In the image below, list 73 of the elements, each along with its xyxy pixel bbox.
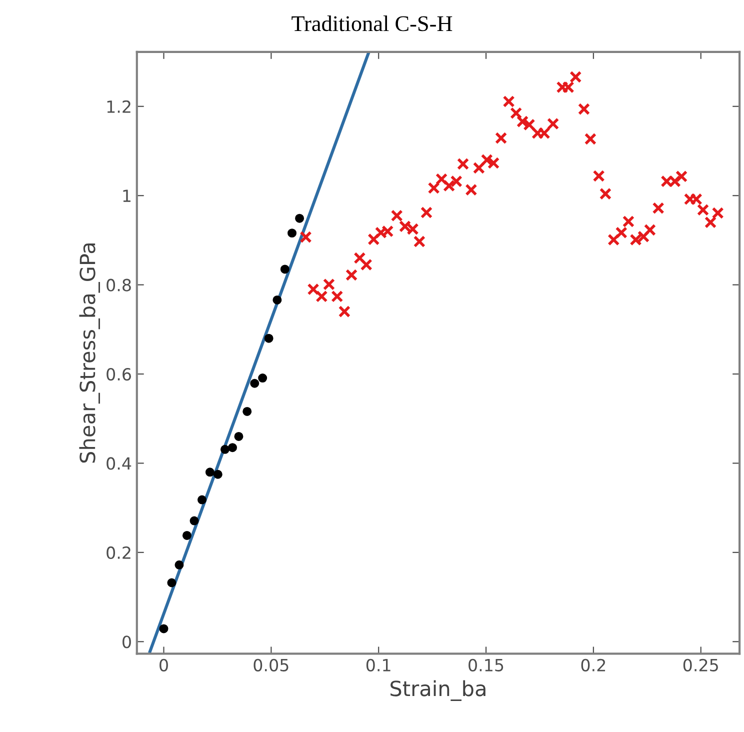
point [450,175,462,188]
point [345,268,358,282]
point [608,234,620,246]
chart-title: Traditional C-S-H [292,16,452,32]
point [443,180,456,192]
point [360,258,372,271]
point [578,103,590,116]
point [622,215,635,228]
point [570,70,582,83]
x-tick-label: 0.25 [683,658,718,672]
x-axis-title: Strain_ba [390,680,486,701]
point [428,182,440,194]
point [242,406,252,416]
point [272,295,282,304]
point [413,235,426,248]
point [316,290,328,302]
point [174,560,184,570]
point [205,468,214,477]
point [704,216,717,228]
point [307,283,320,296]
point [456,158,470,170]
point [615,226,628,239]
point [675,170,688,182]
point [599,188,612,200]
point [584,132,596,145]
point [712,206,724,220]
point [167,578,176,588]
y-tick-label: 0.2 [106,546,130,559]
point [472,162,485,174]
point [159,624,168,634]
point [354,252,366,264]
point [234,432,244,441]
point [368,233,380,246]
point [420,206,433,219]
x-tick-label: 0.05 [254,658,288,672]
point [250,378,260,388]
point [644,224,656,236]
point [510,107,522,120]
point [300,231,312,244]
y-tick-label: 0 [122,636,131,648]
point [280,264,290,274]
point [390,210,403,222]
y-axis-title: Shear_Stress_ba_GPa [79,244,100,463]
point [213,470,222,479]
point [652,202,664,214]
point [465,184,478,196]
x-tick-label: 0.1 [366,658,390,672]
point [547,118,560,130]
point [696,204,710,216]
point [338,306,350,318]
x-tick-label: 0.15 [468,658,504,672]
point [264,334,274,343]
point [592,170,605,182]
y-tick-label: 0.4 [106,457,132,470]
point [331,290,344,302]
x-tick-label: 0.2 [581,658,606,672]
y-tick-label: 1 [123,190,130,202]
y-tick-label: 0.6 [106,368,131,381]
point [295,214,304,223]
point [502,95,515,108]
point [197,495,206,504]
point [190,516,199,526]
point [258,374,268,383]
point [182,530,192,540]
point [435,173,448,186]
point [288,228,297,238]
point [220,444,230,454]
point [322,278,336,290]
y-tick-label: 0.8 [106,278,131,292]
point [495,132,508,144]
y-tick-label: 1.2 [107,100,130,113]
x-tick-label: 0 [160,658,168,672]
point [228,443,237,452]
